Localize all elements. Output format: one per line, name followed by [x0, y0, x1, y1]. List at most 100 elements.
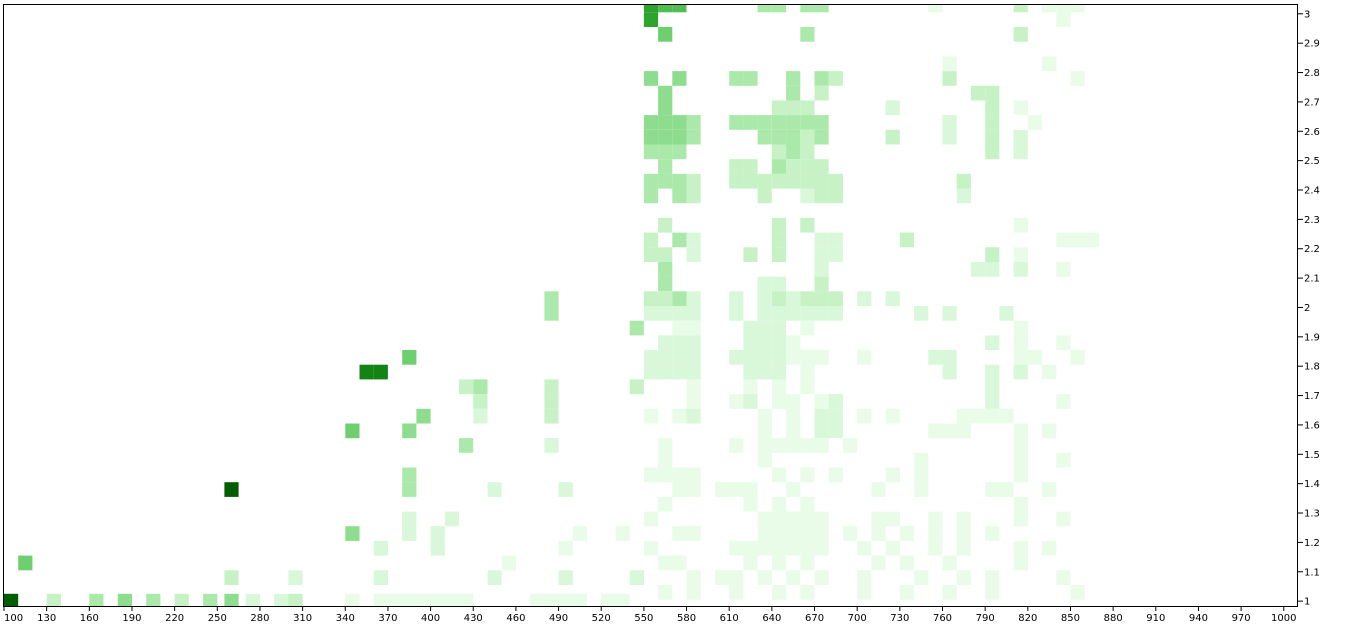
heatmap-cell — [814, 115, 829, 130]
x-tick-label: 490 — [549, 613, 568, 624]
heatmap-cell — [828, 467, 843, 483]
heatmap-cell — [970, 85, 986, 101]
heatmap-cell — [871, 511, 886, 527]
heatmap-cell — [814, 262, 829, 277]
heatmap-cell — [899, 555, 914, 571]
x-tick-label: 130 — [37, 613, 56, 624]
heatmap-cell — [658, 335, 673, 351]
heatmap-cell — [672, 71, 687, 86]
heatmap-cell — [544, 394, 559, 409]
heatmap-cell — [757, 423, 772, 439]
heatmap-cell — [985, 526, 1000, 541]
heatmap-cell — [800, 496, 815, 512]
y-tick-label: 1.5 — [1304, 450, 1320, 461]
x-tick-label: 970 — [1232, 613, 1251, 624]
heatmap-cell — [473, 379, 488, 395]
heatmap-cell — [658, 452, 673, 468]
heatmap-cell — [672, 173, 687, 189]
heatmap-cell — [1056, 570, 1071, 585]
heatmap-cell — [743, 247, 758, 262]
heatmap-cell — [771, 291, 787, 306]
heatmap-cell — [686, 379, 701, 395]
x-tick-label: 430 — [464, 613, 483, 624]
heatmap-cell — [800, 585, 815, 600]
heatmap-cell — [828, 408, 843, 424]
heatmap-cell — [942, 129, 957, 145]
heatmap-cell — [1027, 350, 1042, 365]
heatmap-cell — [771, 526, 787, 541]
heatmap-cell — [757, 129, 772, 145]
heatmap-cell — [771, 129, 787, 145]
heatmap-cell — [672, 291, 687, 306]
heatmap-cell — [757, 335, 772, 351]
heatmap-cell — [643, 364, 659, 380]
heatmap-cell — [899, 232, 914, 248]
heatmap-cell — [970, 408, 986, 424]
heatmap-cell — [1013, 452, 1028, 468]
heatmap-cell — [814, 438, 829, 453]
heatmap-cell — [203, 593, 218, 607]
heatmap-cell — [743, 335, 758, 351]
heatmap-cell — [672, 335, 687, 351]
heatmap-cell — [686, 232, 701, 248]
heatmap-cell — [956, 423, 971, 439]
heatmap-cell — [985, 379, 1000, 395]
heatmap-cell — [1013, 364, 1028, 380]
heatmap-cell — [800, 467, 815, 483]
heatmap-cell — [985, 394, 1000, 409]
heatmap-cell — [672, 526, 687, 541]
y-tick-label: 1.7 — [1304, 391, 1320, 402]
heatmap-cell — [885, 467, 900, 483]
plot-frame — [3, 4, 1298, 607]
heatmap-cell — [558, 540, 573, 556]
heatmap-cell — [1013, 511, 1028, 527]
heatmap-cell — [800, 306, 815, 321]
heatmap-cell — [686, 408, 701, 424]
y-tick-label: 1.1 — [1304, 567, 1320, 578]
heatmap-cell — [686, 188, 701, 204]
heatmap-cell — [828, 247, 843, 262]
heatmap-cell — [643, 129, 659, 145]
heatmap-cell — [771, 379, 787, 395]
x-tick-label: 220 — [165, 613, 184, 624]
heatmap-cell — [800, 511, 815, 527]
heatmap-cell — [814, 511, 829, 527]
heatmap-cell — [729, 173, 744, 189]
heatmap-cell — [800, 379, 815, 395]
heatmap-cell — [643, 247, 659, 262]
heatmap-cell — [558, 593, 573, 607]
heatmap-cell — [1013, 144, 1028, 160]
y-tick-label: 1 — [1304, 597, 1310, 608]
heatmap-cell — [1056, 5, 1071, 13]
heatmap-cell — [4, 593, 19, 607]
heatmap-cell — [672, 144, 687, 160]
heatmap-cell — [416, 408, 431, 424]
heatmap-cell — [757, 350, 772, 365]
heatmap-cell — [1042, 423, 1057, 439]
heatmap-cell — [473, 408, 488, 424]
heatmap-cell — [956, 173, 971, 189]
x-tick-label: 610 — [720, 613, 739, 624]
heatmap-cell — [1070, 5, 1085, 13]
heatmap-cell — [828, 232, 843, 248]
heatmap-cell — [224, 482, 239, 497]
heatmap-cell — [402, 511, 417, 527]
x-tick-label: 370 — [378, 613, 397, 624]
heatmap-cell — [658, 173, 673, 189]
heatmap-cell — [956, 570, 971, 585]
heatmap-cell — [871, 555, 886, 571]
heatmap-cell — [487, 570, 502, 585]
heatmap-cell — [800, 100, 815, 116]
heatmap-cell — [885, 408, 900, 424]
heatmap-cell — [771, 540, 787, 556]
x-tick-label: 280 — [250, 613, 269, 624]
heatmap-cell — [828, 71, 843, 86]
heatmap-cell — [771, 217, 787, 233]
heatmap-cell — [985, 335, 1000, 351]
heatmap-cell — [771, 555, 787, 571]
heatmap-cell — [970, 262, 986, 277]
heatmap-cell — [757, 188, 772, 204]
heatmap-cell — [786, 335, 801, 351]
heatmap-cell — [473, 394, 488, 409]
